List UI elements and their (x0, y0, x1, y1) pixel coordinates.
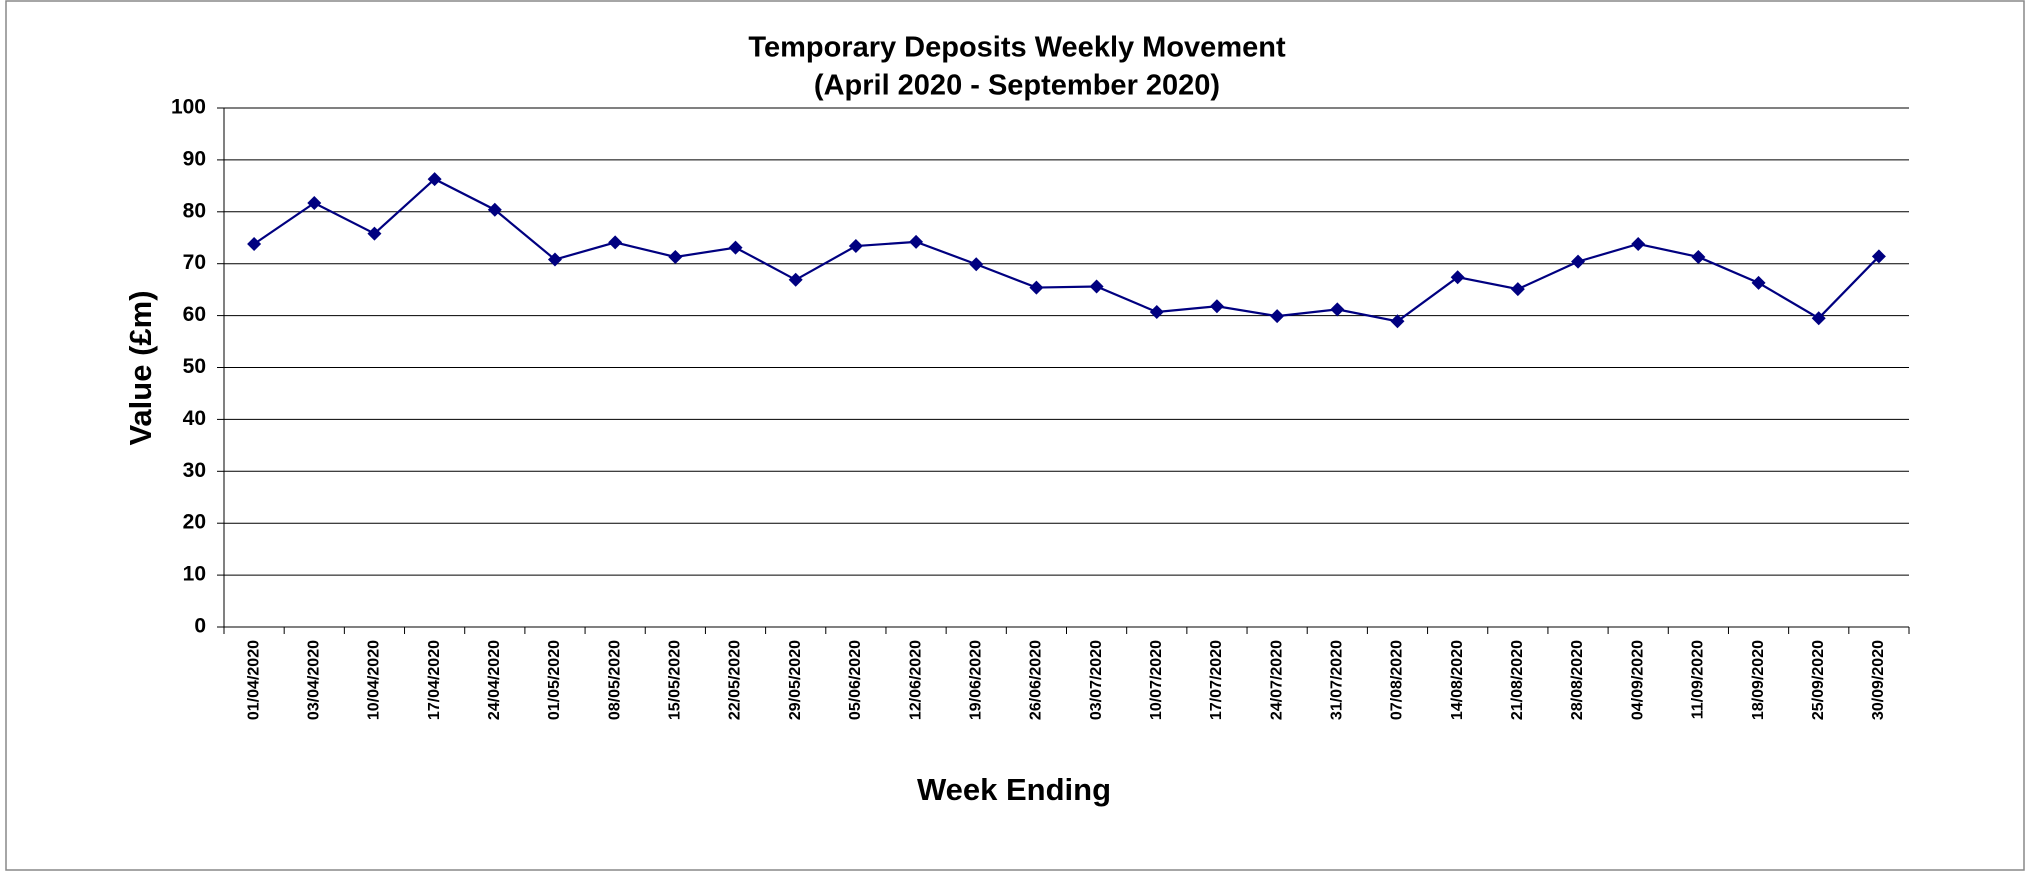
y-tick-label: 70 (183, 251, 206, 274)
x-tick-label: 28/08/2020 (1569, 640, 1586, 720)
data-marker (1450, 270, 1465, 285)
data-marker (1751, 275, 1766, 290)
data-marker (788, 272, 803, 287)
x-tick-label: 22/05/2020 (727, 640, 744, 720)
x-tick-label: 30/09/2020 (1870, 640, 1887, 720)
data-marker (1571, 254, 1586, 269)
x-tick-label: 08/05/2020 (606, 640, 623, 720)
x-tick-label: 10/07/2020 (1148, 640, 1165, 720)
data-marker (1149, 304, 1164, 319)
x-tick-label: 04/09/2020 (1629, 640, 1646, 720)
x-tick-label: 24/04/2020 (486, 640, 503, 720)
data-marker (487, 202, 502, 217)
data-marker (1390, 314, 1405, 329)
data-marker (1811, 311, 1826, 326)
x-tick-label: 12/06/2020 (907, 640, 924, 720)
x-axis-title: Week Ending (917, 772, 1111, 807)
data-marker (247, 236, 262, 251)
y-tick-label: 40 (183, 407, 206, 430)
y-axis-title: Value (£m) (123, 290, 158, 445)
data-marker (1631, 236, 1646, 251)
data-marker (1089, 279, 1104, 294)
chart-subtitle: (April 2020 - September 2020) (814, 70, 1220, 102)
y-tick-label: 90 (183, 147, 206, 170)
x-tick-label: 18/09/2020 (1750, 640, 1767, 720)
x-tick-label: 11/09/2020 (1690, 640, 1707, 719)
x-tick-label: 17/07/2020 (1208, 640, 1225, 720)
data-marker (1270, 309, 1285, 324)
x-tick-label: 03/04/2020 (305, 640, 322, 720)
data-marker (1330, 302, 1345, 317)
data-marker (969, 257, 984, 272)
data-marker (367, 226, 382, 241)
y-tick-label: 100 (171, 96, 206, 119)
x-tick-label: 05/06/2020 (847, 640, 864, 720)
x-tick-label: 01/05/2020 (546, 640, 563, 720)
y-tick-label: 30 (183, 459, 206, 482)
chart-border (5, 0, 2025, 871)
data-marker (608, 235, 623, 250)
data-marker (427, 172, 442, 187)
x-tick-label: 21/08/2020 (1509, 640, 1526, 720)
x-tick-label: 26/06/2020 (1028, 640, 1045, 720)
x-tick-label: 31/07/2020 (1329, 640, 1346, 720)
data-marker (728, 240, 743, 255)
x-tick-label: 07/08/2020 (1389, 640, 1406, 720)
chart-title: Temporary Deposits Weekly Movement (748, 32, 1286, 64)
x-tick-label: 01/04/2020 (245, 640, 262, 720)
data-marker (909, 234, 924, 249)
x-tick-label: 03/07/2020 (1088, 640, 1105, 720)
y-tick-label: 20 (183, 511, 206, 534)
x-tick-label: 15/05/2020 (667, 640, 684, 720)
data-marker (307, 195, 322, 210)
y-tick-label: 50 (183, 355, 206, 378)
data-marker (668, 249, 683, 264)
y-tick-label: 10 (183, 563, 206, 586)
x-tick-label: 10/04/2020 (366, 640, 383, 720)
data-line (253, 177, 1880, 323)
data-marker (547, 252, 562, 267)
x-tick-label: 14/08/2020 (1449, 640, 1466, 720)
data-marker (1209, 299, 1224, 314)
y-tick-label: 0 (194, 615, 206, 638)
data-marker (1871, 249, 1886, 264)
data-marker (848, 239, 863, 254)
data-marker (1029, 280, 1044, 295)
x-tick-label: 24/07/2020 (1268, 640, 1285, 720)
x-tick-label: 17/04/2020 (426, 640, 443, 720)
x-tick-label: 25/09/2020 (1810, 640, 1827, 720)
data-marker (1691, 249, 1706, 264)
x-tick-label: 19/06/2020 (967, 640, 984, 720)
x-tick-label: 29/05/2020 (787, 640, 804, 720)
y-tick-label: 80 (183, 199, 206, 222)
y-tick-label: 60 (183, 303, 206, 326)
data-marker (1510, 282, 1525, 297)
